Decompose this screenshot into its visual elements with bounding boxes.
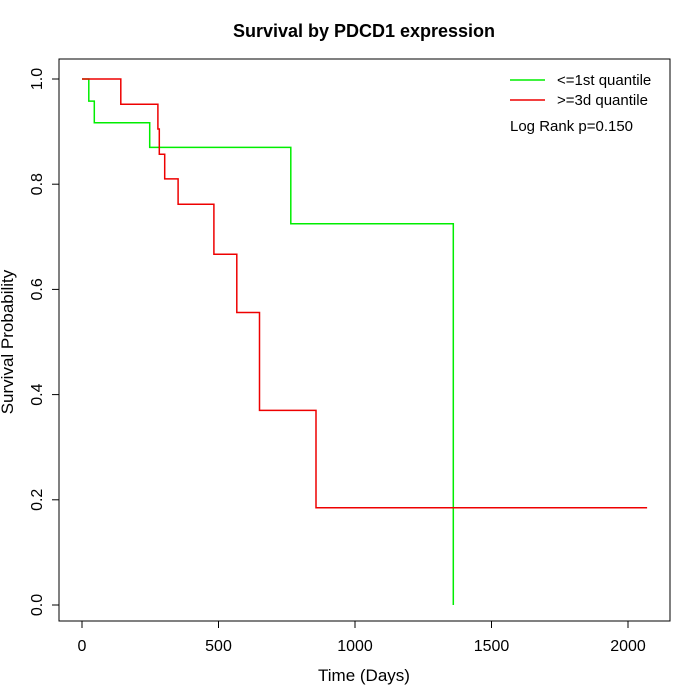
- legend-label: >=3d quantile: [557, 92, 648, 109]
- y-tick-label: 0.6: [29, 278, 46, 300]
- legend-label: <=1st quantile: [557, 72, 651, 89]
- y-tick-label: 0.8: [29, 173, 46, 195]
- y-tick-label: 0.2: [29, 489, 46, 511]
- series-line-1: [82, 78, 455, 605]
- y-axis-label: Survival Probability: [0, 269, 17, 414]
- plot-frame: [58, 58, 671, 622]
- y-tick-label: 1.0: [29, 68, 46, 90]
- x-tick-label: 500: [205, 638, 232, 655]
- x-tick-label: 1000: [337, 638, 373, 655]
- y-tick-label: 0.4: [29, 383, 46, 405]
- x-axis: 0 500 1000 1500 2000: [78, 620, 646, 655]
- x-axis-label: Time (Days): [318, 666, 410, 685]
- legend: <=1st quantile >=3d quantile: [510, 72, 651, 109]
- y-axis: 0.0 0.2 0.4 0.6 0.8 1.0: [29, 68, 60, 616]
- series-layer: [82, 78, 648, 605]
- series-line-2: [82, 78, 648, 509]
- x-tick-label: 2000: [610, 638, 646, 655]
- chart-title: Survival by PDCD1 expression: [233, 21, 495, 41]
- x-tick-label: 0: [78, 638, 87, 655]
- x-tick-label: 1500: [474, 638, 510, 655]
- y-tick-label: 0.0: [29, 594, 46, 616]
- log-rank-annotation: Log Rank p=0.150: [510, 118, 633, 135]
